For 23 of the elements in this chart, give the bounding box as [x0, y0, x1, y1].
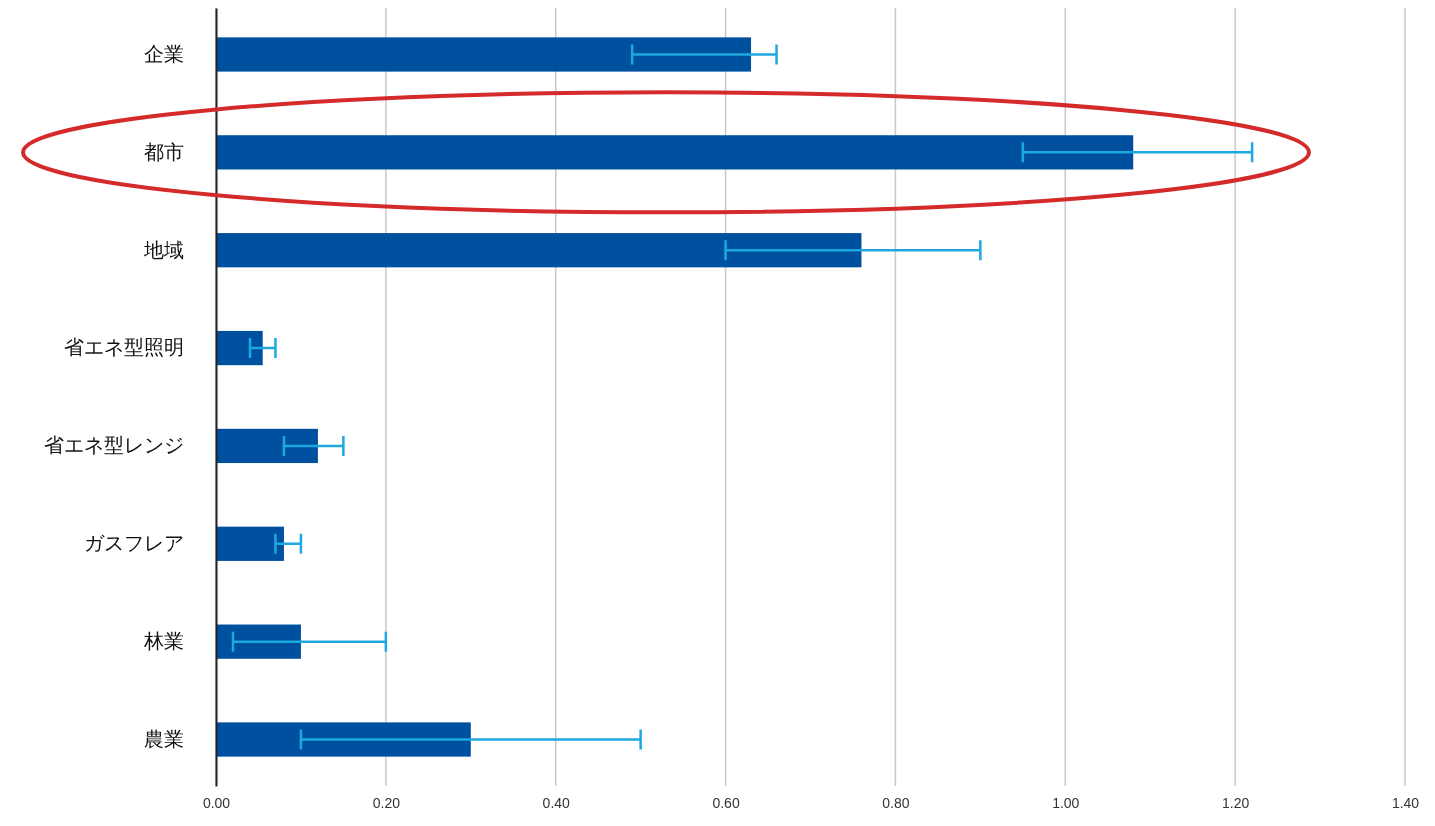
y-tick-label: 都市	[144, 140, 184, 163]
y-tick-label: 企業	[144, 42, 184, 65]
y-tick-label: 林業	[143, 630, 184, 653]
bar	[216, 330, 263, 366]
bar	[216, 428, 318, 464]
x-tick-label: 0.40	[542, 794, 571, 811]
x-tick-label: 0.00	[202, 794, 231, 811]
bar	[216, 37, 752, 72]
y-tick-label: 省エネ型照明	[64, 336, 184, 359]
bar	[216, 722, 471, 757]
x-tick-label: 1.20	[1222, 794, 1250, 811]
y-tick-label: 農業	[144, 727, 184, 750]
x-tick-label: 0.20	[372, 794, 401, 811]
bar	[216, 135, 1134, 170]
x-tick-label: 1.40	[1391, 794, 1420, 811]
x-tick-label: 0.60	[712, 794, 740, 811]
bar	[216, 526, 284, 561]
x-tick-label: 1.00	[1052, 794, 1080, 811]
y-tick-label: 省エネ型レンジ	[44, 434, 184, 457]
bar	[216, 233, 862, 268]
y-tick-label: ガスフレア	[84, 532, 184, 555]
x-tick-label: 0.80	[882, 794, 910, 811]
y-tick-label: 地域	[143, 238, 184, 261]
